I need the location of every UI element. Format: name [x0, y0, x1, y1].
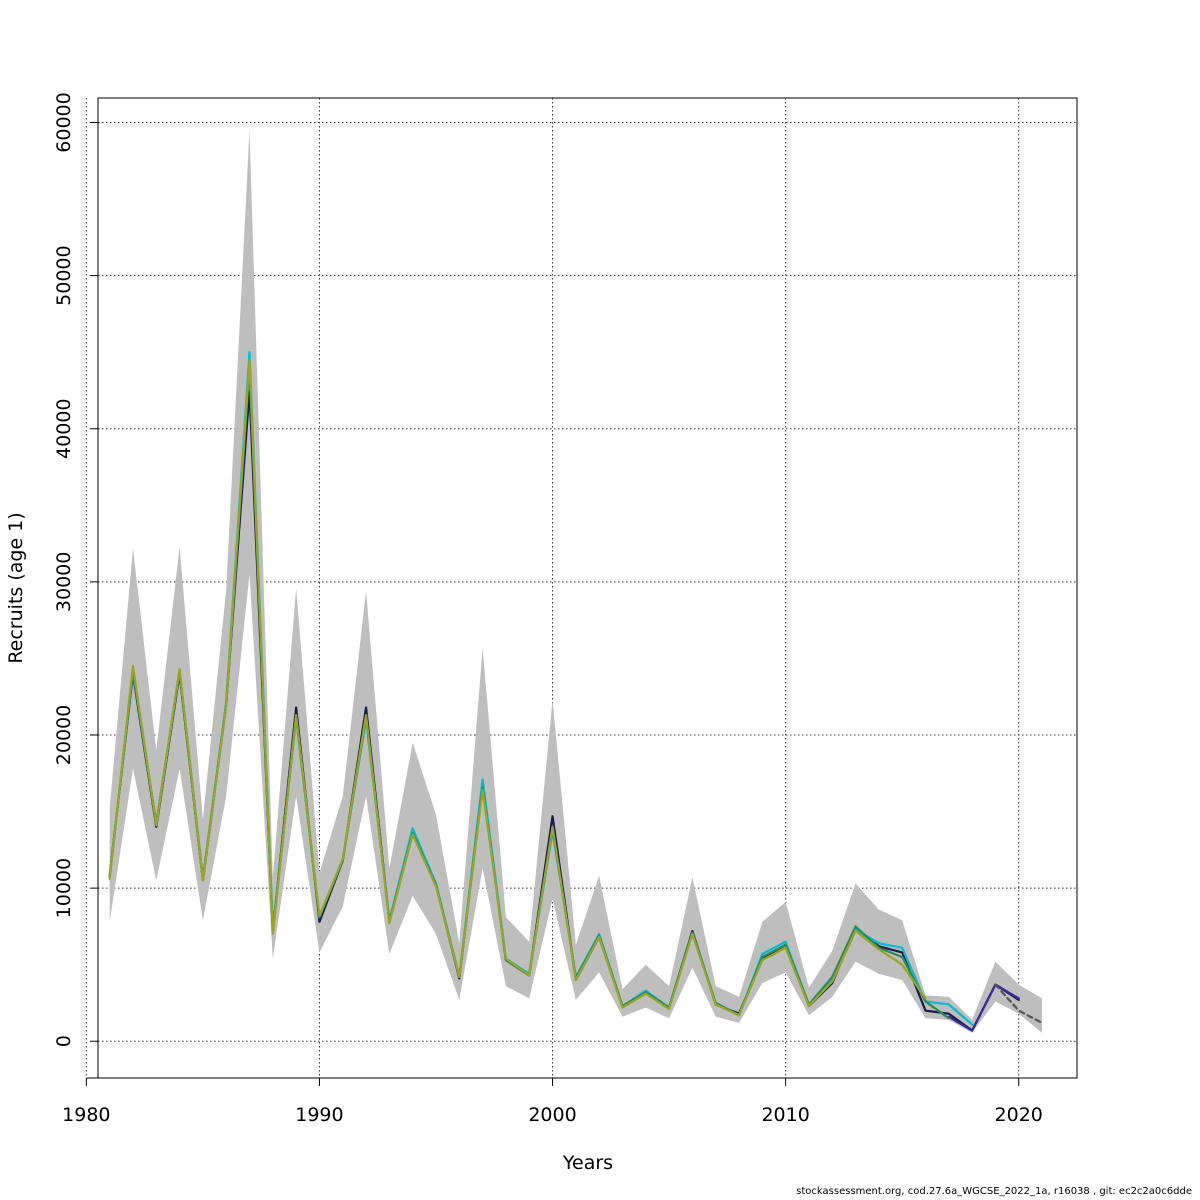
series-line-2: [947, 983, 1020, 1032]
x-tick-label: 2010: [761, 1104, 809, 1126]
y-tick-label: 10000: [53, 858, 75, 918]
y-tick-label: 0: [53, 1035, 75, 1047]
confidence-band: [109, 130, 1043, 1033]
x-tick-label: 1990: [295, 1104, 343, 1126]
y-axis-title: Recruits (age 1): [5, 512, 27, 663]
x-axis: 1980 1990 2000 2010 2020: [62, 1077, 1043, 1126]
footer-credit: stockassessment.org, cod.27.6a_WGCSE_202…: [796, 1186, 1192, 1197]
y-tick-label: 60000: [53, 92, 75, 152]
x-axis-title: Years: [562, 1152, 613, 1174]
confidence-band-area: [109, 130, 1043, 1033]
y-axis: 0 10000 20000 30000 40000 50000 60000: [53, 92, 99, 1047]
series-line-5: [108, 358, 927, 1017]
y-tick-label: 50000: [53, 245, 75, 305]
series-lines: [108, 351, 1044, 1032]
y-tick-label: 20000: [53, 705, 75, 765]
series-line-6: [994, 983, 1044, 1024]
x-tick-label: 1980: [62, 1104, 110, 1126]
x-tick-label: 2000: [528, 1104, 576, 1126]
x-tick-label: 2020: [995, 1104, 1043, 1126]
y-tick-label: 30000: [53, 552, 75, 612]
y-tick-label: 40000: [53, 399, 75, 459]
